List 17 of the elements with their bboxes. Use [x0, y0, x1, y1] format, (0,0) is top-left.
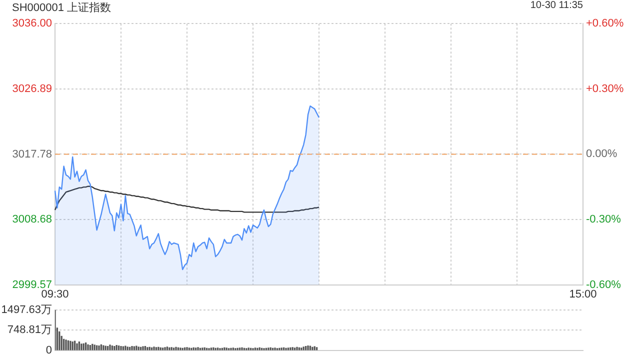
y-tick-label: 3017.78: [12, 148, 52, 160]
chart-title: SH000001 上证指数: [12, 1, 112, 15]
y-tick-label: 3026.89: [12, 82, 52, 95]
y-tick-label: 3036.00: [12, 18, 52, 30]
x-tick-label: 09:30: [41, 288, 69, 300]
y-tick-label: 3008.68: [12, 214, 52, 226]
chart-subtitle: 10-30 11:35: [530, 0, 583, 11]
y2-tick-label: +0.60%: [586, 18, 624, 30]
y2-tick-label: -0.60%: [586, 278, 622, 291]
y-tick-label: 1497.63万: [1, 304, 52, 316]
y-tick-label: 748.81万: [7, 324, 52, 336]
y2-tick-label: -0.30%: [586, 214, 622, 226]
y2-tick-label: +0.30%: [586, 82, 624, 95]
y-tick-label: 0: [46, 344, 52, 356]
x-tick-label: 15:00: [569, 288, 597, 300]
y2-tick-label: 0.00%: [586, 148, 618, 160]
y-tick-label: 2999.57: [12, 278, 52, 291]
